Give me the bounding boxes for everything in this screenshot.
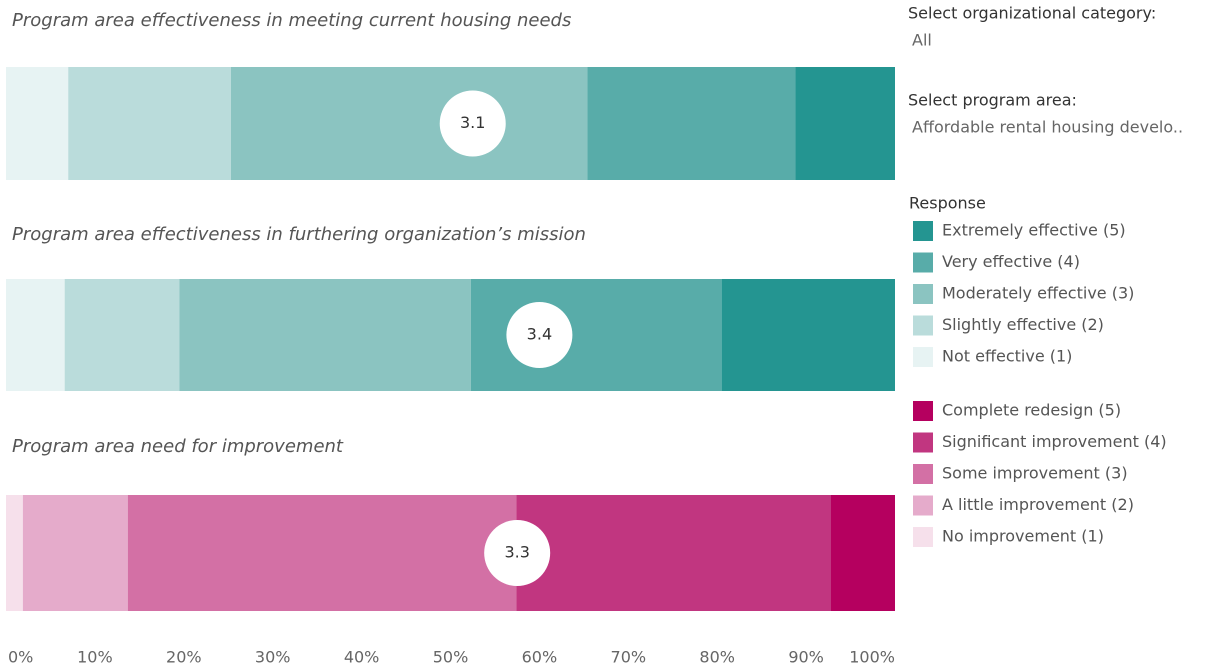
- filter-value[interactable]: All: [912, 31, 932, 50]
- x-tick-label: 0%: [8, 648, 33, 667]
- legend-swatch: [913, 495, 933, 516]
- x-tick-label: 70%: [611, 648, 647, 667]
- x-tick-label: 100%: [849, 648, 895, 667]
- bar-segment: [721, 279, 895, 391]
- bar-segment: [68, 67, 231, 180]
- bar-segment: [6, 279, 65, 391]
- bar-segment: [230, 67, 588, 180]
- legend-swatch: [913, 347, 933, 367]
- legend-swatch: [913, 221, 933, 241]
- x-tick-label: 60%: [522, 648, 558, 667]
- mean-marker: [484, 520, 551, 586]
- bar-segment: [6, 495, 23, 611]
- legend-swatch: [913, 252, 933, 273]
- legend-swatch: [913, 464, 933, 484]
- legend-label[interactable]: A little improvement (2): [942, 495, 1134, 514]
- bar-segment: [6, 67, 69, 180]
- legend-label[interactable]: Extremely effective (5): [942, 221, 1126, 240]
- legend-label[interactable]: Complete redesign (5): [942, 401, 1121, 420]
- legend-label[interactable]: Some improvement (3): [942, 464, 1128, 483]
- legend-swatch: [913, 527, 933, 547]
- filter-label: Select program area:: [908, 91, 1077, 110]
- bar-segment: [64, 279, 180, 391]
- bar-segment: [179, 279, 471, 391]
- bar-segment: [830, 495, 895, 611]
- mean-label: 3.3: [504, 543, 529, 562]
- bar-segment: [127, 495, 517, 611]
- mean-label: 3.4: [527, 325, 552, 344]
- legend-swatch: [913, 432, 933, 453]
- x-tick-label: 90%: [788, 648, 824, 667]
- chart-title: Program area effectiveness in furthering…: [12, 224, 586, 245]
- legend-label[interactable]: Very effective (4): [942, 252, 1080, 271]
- mean-marker: [506, 302, 573, 368]
- x-tick-label: 80%: [699, 648, 735, 667]
- bar-segment: [795, 67, 895, 180]
- x-tick-label: 30%: [255, 648, 291, 667]
- filter-label: Select organizational category:: [908, 4, 1156, 23]
- legend-label[interactable]: Moderately effective (3): [942, 284, 1134, 303]
- filter-value[interactable]: Affordable rental housing develo..: [912, 118, 1183, 137]
- legend-label[interactable]: Slightly effective (2): [942, 315, 1104, 334]
- bar-segment: [516, 495, 831, 611]
- legend-title: Response: [909, 194, 986, 213]
- mean-label: 3.1: [460, 113, 485, 132]
- legend-label[interactable]: Significant improvement (4): [942, 432, 1167, 451]
- bar-segment: [22, 495, 128, 611]
- bar-segment: [587, 67, 796, 180]
- legend-label[interactable]: No improvement (1): [942, 527, 1104, 546]
- chart-title: Program area need for improvement: [12, 436, 344, 457]
- chart-title: Program area effectiveness in meeting cu…: [12, 10, 571, 31]
- legend-swatch: [913, 401, 933, 421]
- x-tick-label: 20%: [166, 648, 202, 667]
- legend-swatch: [913, 315, 933, 336]
- x-tick-label: 40%: [344, 648, 380, 667]
- legend-label[interactable]: Not effective (1): [942, 347, 1072, 366]
- x-tick-label: 50%: [433, 648, 469, 667]
- legend-swatch: [913, 284, 933, 304]
- x-tick-label: 10%: [77, 648, 113, 667]
- mean-marker: [439, 90, 506, 157]
